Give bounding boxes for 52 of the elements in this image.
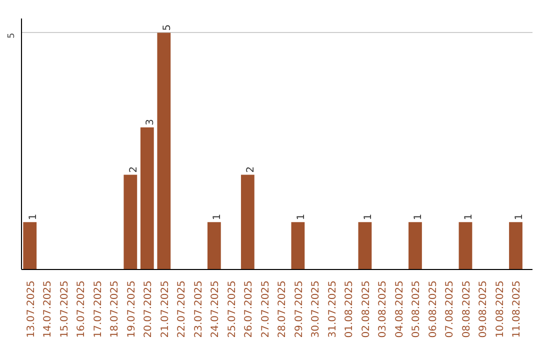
bar (509, 222, 522, 270)
x-tick-label: 21.07.2025 (160, 280, 171, 338)
data-label: 1 (28, 214, 39, 220)
x-tick-label: 29.07.2025 (294, 280, 305, 338)
data-label: 2 (128, 166, 140, 173)
data-label: 1 (212, 214, 224, 220)
x-tick-label: 16.07.2025 (76, 280, 88, 338)
bar (157, 32, 171, 270)
data-label: 3 (145, 119, 156, 126)
bar (291, 222, 305, 270)
x-tick-label: 04.08.2025 (394, 280, 406, 338)
x-tick-label: 15.07.2025 (59, 280, 70, 338)
x-tick-label: 09.08.2025 (478, 280, 490, 338)
x-tick-label: 22.07.2025 (176, 280, 188, 338)
x-tick-label: 23.07.2025 (193, 280, 204, 338)
bar (358, 222, 372, 270)
x-tick-label: 14.07.2025 (42, 280, 54, 338)
bar (458, 222, 472, 270)
x-tick-label: 10.08.2025 (494, 280, 506, 338)
data-label: 1 (362, 214, 374, 220)
x-tick-label: 01.08.2025 (344, 280, 356, 338)
data-label: 1 (413, 214, 424, 220)
x-tick-label: 17.07.2025 (92, 280, 104, 338)
x-tick-label: 28.07.2025 (277, 280, 288, 338)
x-tick-label: 24.07.2025 (210, 280, 222, 338)
x-tick-label: 26.07.2025 (244, 280, 255, 338)
data-label: 1 (514, 214, 525, 220)
data-label: 2 (246, 166, 257, 173)
x-tick-label: 05.08.2025 (411, 280, 422, 338)
data-label: 1 (463, 214, 474, 220)
bar (408, 222, 422, 270)
x-tick-label: 31.07.2025 (327, 280, 338, 338)
x-tick-label: 30.07.2025 (310, 280, 322, 338)
bar (207, 222, 221, 270)
bar (140, 127, 154, 270)
x-tick-label: 19.07.2025 (126, 280, 138, 338)
bar (23, 222, 37, 270)
x-tick-label: 08.08.2025 (461, 280, 472, 338)
x-tick-label: 11.08.2025 (512, 280, 523, 338)
x-tick-label: 02.08.2025 (360, 280, 372, 338)
x-tick-label: 13.07.2025 (26, 280, 37, 338)
data-label: 5 (162, 24, 173, 31)
x-tick-label: 27.07.2025 (260, 280, 272, 338)
bar (240, 174, 254, 270)
x-tick-label: 03.08.2025 (378, 280, 389, 338)
x-tick-label: 07.08.2025 (444, 280, 456, 338)
bar (124, 174, 138, 270)
data-label: 1 (296, 214, 307, 220)
x-tick-label: 25.07.2025 (226, 280, 238, 338)
x-tick-label: 06.08.2025 (428, 280, 439, 338)
x-tick-label: 18.07.2025 (110, 280, 121, 338)
x-tick-label: 20.07.2025 (143, 280, 154, 338)
